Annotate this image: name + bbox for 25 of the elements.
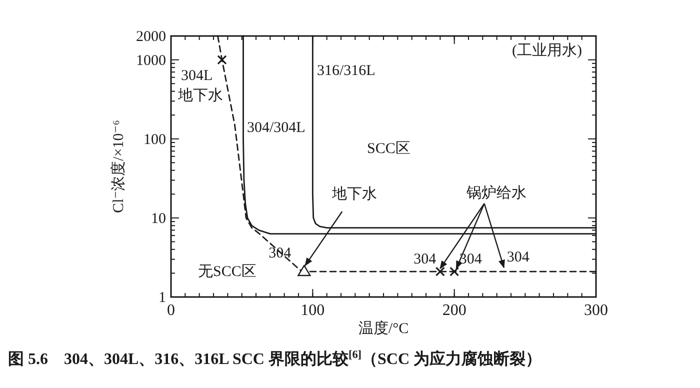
annotation: 304L (181, 68, 213, 84)
series-label: 304/304L (247, 120, 306, 136)
y-tick-label: 2000 (136, 29, 166, 45)
annotation: 304 (459, 252, 482, 268)
annotation: 地下水 (177, 87, 223, 104)
x-tick-label: 300 (584, 302, 608, 319)
x-tick-label: 200 (442, 302, 466, 319)
annotation: SCC区 (367, 141, 410, 157)
annotation: 304 (506, 250, 530, 266)
annotation: (工业用水) (512, 42, 582, 59)
annotation: 304 (268, 246, 292, 262)
x-tick-label: 100 (300, 302, 325, 319)
annotation: 锅炉给水 (465, 184, 526, 202)
y-axis-title: Cl⁻浓度/×10⁻⁶ (110, 120, 127, 213)
y-tick-label: 10 (151, 210, 166, 227)
annotation: 地下水 (331, 186, 378, 203)
x-tick-label: 0 (167, 302, 175, 319)
text: 图 5.6 304、304L、316、316L SCC 界限的比较$^{[6]}$（SCC 为应力腐蚀断裂） (8, 349, 542, 368)
x-axis-title: 温度/°C (358, 320, 409, 337)
y-tick-label: 1000 (136, 52, 166, 69)
annotation: 304 (414, 252, 437, 268)
annotation: 无SCC区 (198, 264, 256, 280)
y-tick-label: 1 (158, 290, 166, 306)
series-label: 316/316L (317, 63, 376, 79)
y-tick-label: 100 (144, 132, 166, 148)
